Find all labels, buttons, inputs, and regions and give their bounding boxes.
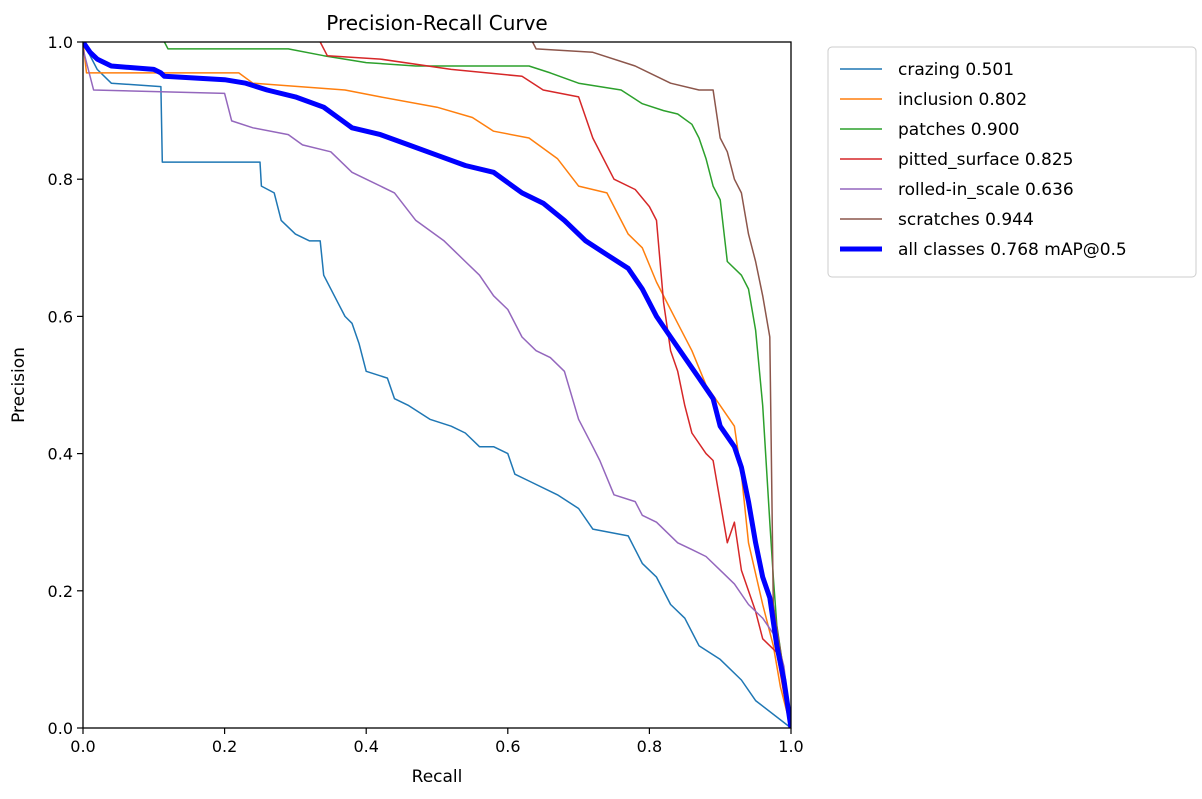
legend-box: [827, 46, 1197, 278]
legend-label: crazing 0.501: [898, 60, 1014, 80]
legend-label: inclusion 0.802: [898, 90, 1027, 110]
x-tick-label: 0.0: [70, 737, 95, 756]
legend-label: all classes 0.768 mAP@0.5: [898, 240, 1127, 260]
plot-frame: [82, 41, 792, 729]
y-tick-label: 0.6: [48, 307, 73, 326]
legend-label: patches 0.900: [898, 120, 1019, 140]
y-axis-label: Precision: [9, 347, 29, 423]
legend-label: pitted_surface 0.825: [898, 150, 1074, 170]
series-line-6: [83, 42, 791, 728]
series-line-1: [83, 42, 791, 728]
y-tick-label: 0.8: [48, 170, 73, 189]
legend: crazing 0.501 inclusion 0.802 patches 0.90…: [827, 46, 1197, 278]
chart-title: Precision-Recall Curve: [326, 11, 547, 35]
series-line-5: [531, 42, 791, 728]
x-tick-label: 0.6: [495, 737, 520, 756]
y-tick-label: 0.0: [48, 719, 73, 738]
x-tick-label: 1.0: [778, 737, 803, 756]
series-line-3: [319, 42, 791, 728]
x-axis: 0.0 0.2 0.4 0.6 0.8 1.0: [70, 728, 804, 756]
x-tick-label: 0.2: [212, 737, 237, 756]
x-tick-label: 0.8: [637, 737, 662, 756]
y-tick-label: 0.4: [48, 445, 73, 464]
y-tick-label: 1.0: [48, 33, 73, 52]
legend-label: scratches 0.944: [898, 210, 1034, 230]
series-layer: [83, 42, 791, 728]
x-axis-label: Recall: [412, 767, 463, 787]
series-line-4: [83, 48, 791, 728]
y-tick-label: 0.2: [48, 582, 73, 601]
x-tick-label: 0.4: [353, 737, 378, 756]
series-line-0: [83, 42, 791, 728]
y-axis: 0.0 0.2 0.4 0.6 0.8 1.0: [48, 33, 83, 738]
series-line-2: [163, 42, 791, 728]
legend-label: rolled-in_scale 0.636: [898, 180, 1074, 200]
